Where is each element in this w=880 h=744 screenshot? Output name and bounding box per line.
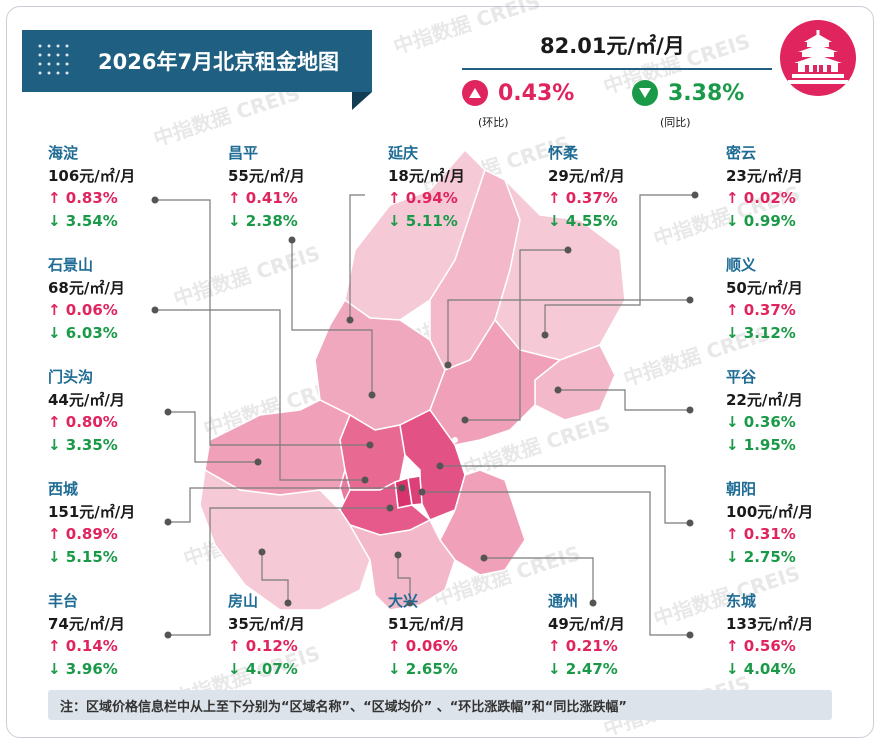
district-miyun: 密云 23元/㎡/月 ↑ 0.02% ↓ 0.99% xyxy=(726,142,803,232)
district-xicheng: 西城 151元/㎡/月 ↑ 0.89% ↓ 5.15% xyxy=(48,478,135,568)
district-name: 朝阳 xyxy=(726,480,757,498)
district-name: 西城 xyxy=(48,480,79,498)
district-name: 密云 xyxy=(726,144,757,162)
yoy-value: 3.38% xyxy=(668,80,745,106)
district-yoy: ↓ 3.35% xyxy=(48,435,118,454)
district-yoy: ↓ 2.65% xyxy=(388,659,458,678)
district-name: 房山 xyxy=(228,592,259,610)
district-name: 平谷 xyxy=(726,368,757,386)
district-yoy: ↓ 2.75% xyxy=(726,547,796,566)
district-mom: ↑ 0.02% xyxy=(726,189,796,207)
district-fengtai: 丰台 74元/㎡/月 ↑ 0.14% ↓ 3.96% xyxy=(48,590,125,680)
district-mom: ↑ 0.41% xyxy=(228,189,298,207)
district-name: 延庆 xyxy=(388,144,419,162)
district-price: 50元/㎡/月 xyxy=(726,278,803,297)
district-price: 100元/㎡/月 xyxy=(726,502,814,521)
map-region-mentougou xyxy=(204,399,351,496)
district-price: 151元/㎡/月 xyxy=(48,502,136,521)
district-yoy: ↓ 5.11% xyxy=(388,211,458,230)
district-price: 133元/㎡/月 xyxy=(726,614,814,633)
district-price: 106元/㎡/月 xyxy=(48,166,136,185)
district-mom: ↑ 0.94% xyxy=(388,189,458,207)
district-mom: ↑ 0.89% xyxy=(48,525,118,543)
district-daxing: 大兴 51元/㎡/月 ↑ 0.06% ↓ 2.65% xyxy=(388,590,465,680)
district-yoy: ↓ 4.55% xyxy=(548,211,618,230)
yoy-caption: (同比) xyxy=(660,116,691,129)
district-dongcheng: 东城 133元/㎡/月 ↑ 0.56% ↓ 4.04% xyxy=(726,590,813,680)
district-yoy: ↓ 4.04% xyxy=(726,659,796,678)
district-price: 74元/㎡/月 xyxy=(48,614,125,633)
district-mom: ↑ 0.37% xyxy=(726,301,796,319)
district-yoy: ↓ 1.95% xyxy=(726,435,796,454)
banner-fold xyxy=(352,92,372,110)
temple-of-heaven-icon xyxy=(780,20,856,96)
district-mom: ↑ 0.12% xyxy=(228,637,298,655)
up-triangle-icon xyxy=(462,80,488,106)
district-yoy: ↓ 3.12% xyxy=(726,323,796,342)
district-yoy: ↓ 4.07% xyxy=(228,659,298,678)
yoy-change: 3.38% xyxy=(632,80,744,106)
district-yoy: ↓ 2.47% xyxy=(548,659,618,678)
district-yoy: ↓ 6.03% xyxy=(48,323,118,342)
map-pin xyxy=(452,437,458,443)
average-price: 82.01元/㎡/月 xyxy=(540,34,685,58)
mom-value: 0.43% xyxy=(498,80,575,106)
summary-divider xyxy=(462,68,772,70)
district-mom: ↑ 0.06% xyxy=(388,637,458,655)
district-mom: ↑ 0.31% xyxy=(726,525,796,543)
district-price: 23元/㎡/月 xyxy=(726,166,803,185)
dot-grid-icon xyxy=(38,44,69,75)
district-yoy: ↓ 3.96% xyxy=(48,659,118,678)
district-mom: ↓ 0.36% xyxy=(726,413,796,431)
district-name: 石景山 xyxy=(48,256,94,274)
district-yoy: ↓ 3.54% xyxy=(48,211,118,230)
district-price: 49元/㎡/月 xyxy=(548,614,625,633)
district-pinggu: 平谷 22元/㎡/月 ↓ 0.36% ↓ 1.95% xyxy=(726,366,803,456)
district-name: 海淀 xyxy=(48,144,79,162)
page-title: 2026年7月北京租金地图 xyxy=(98,50,340,74)
district-tongzhou: 通州 49元/㎡/月 ↑ 0.21% ↓ 2.47% xyxy=(548,590,625,680)
district-mom: ↑ 0.21% xyxy=(548,637,618,655)
district-yoy: ↓ 0.99% xyxy=(726,211,796,230)
district-mom: ↑ 0.14% xyxy=(48,637,118,655)
district-price: 55元/㎡/月 xyxy=(228,166,305,185)
district-yoy: ↓ 5.15% xyxy=(48,547,118,566)
down-triangle-icon xyxy=(632,80,658,106)
title-banner: 2026年7月北京租金地图 xyxy=(22,30,372,92)
district-chaoyang: 朝阳 100元/㎡/月 ↑ 0.31% ↓ 2.75% xyxy=(726,478,813,568)
district-changping: 昌平 55元/㎡/月 ↑ 0.41% ↓ 2.38% xyxy=(228,142,305,232)
footnote: 注：区域价格信息栏中从上至下分别为“区域名称”、“区域均价” 、“环比涨跌幅”和… xyxy=(48,690,832,720)
district-name: 东城 xyxy=(726,592,757,610)
district-yanqing: 延庆 18元/㎡/月 ↑ 0.94% ↓ 5.11% xyxy=(388,142,465,232)
mom-change: 0.43% xyxy=(462,80,574,106)
district-haidian: 海淀 106元/㎡/月 ↑ 0.83% ↓ 3.54% xyxy=(48,142,135,232)
district-mom: ↑ 0.56% xyxy=(726,637,796,655)
district-name: 怀柔 xyxy=(548,144,579,162)
district-price: 51元/㎡/月 xyxy=(388,614,465,633)
district-name: 昌平 xyxy=(228,144,259,162)
district-price: 35元/㎡/月 xyxy=(228,614,305,633)
district-name: 丰台 xyxy=(48,592,79,610)
district-mentougou: 门头沟 44元/㎡/月 ↑ 0.80% ↓ 3.35% xyxy=(48,366,125,456)
district-name: 大兴 xyxy=(388,592,419,610)
district-fangshan: 房山 35元/㎡/月 ↑ 0.12% ↓ 4.07% xyxy=(228,590,305,680)
district-name: 通州 xyxy=(548,592,579,610)
district-mom: ↑ 0.06% xyxy=(48,301,118,319)
district-price: 29元/㎡/月 xyxy=(548,166,625,185)
district-mom: ↑ 0.80% xyxy=(48,413,118,431)
district-price: 44元/㎡/月 xyxy=(48,390,125,409)
district-mom: ↑ 0.83% xyxy=(48,189,118,207)
district-shunyi: 顺义 50元/㎡/月 ↑ 0.37% ↓ 3.12% xyxy=(726,254,803,344)
district-huairou: 怀柔 29元/㎡/月 ↑ 0.37% ↓ 4.55% xyxy=(548,142,625,232)
district-mom: ↑ 0.37% xyxy=(548,189,618,207)
mom-caption: (环比) xyxy=(478,116,509,129)
district-yoy: ↓ 2.38% xyxy=(228,211,298,230)
district-name: 顺义 xyxy=(726,256,757,274)
district-shijingshan: 石景山 68元/㎡/月 ↑ 0.06% ↓ 6.03% xyxy=(48,254,125,344)
district-price: 18元/㎡/月 xyxy=(388,166,465,185)
district-name: 门头沟 xyxy=(48,368,94,386)
district-price: 68元/㎡/月 xyxy=(48,278,125,297)
district-price: 22元/㎡/月 xyxy=(726,390,803,409)
